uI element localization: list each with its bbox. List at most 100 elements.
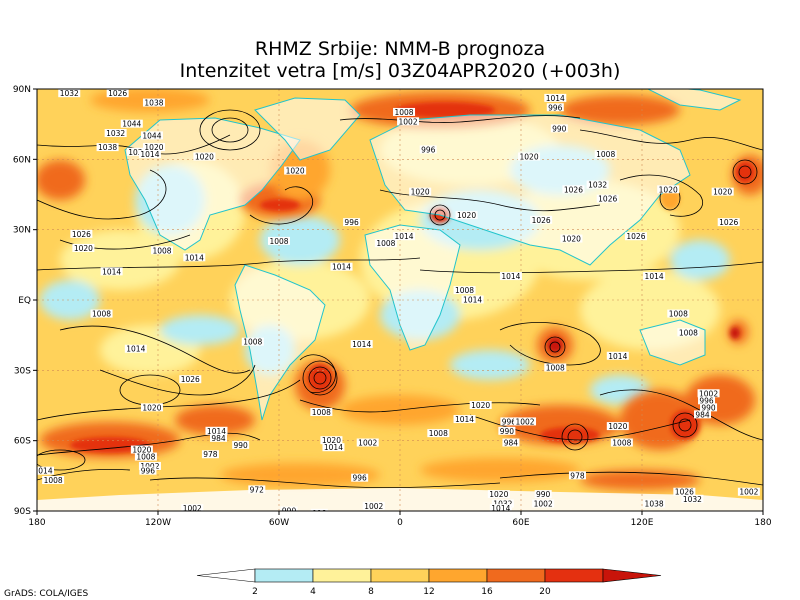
isobar-label-bg	[142, 143, 165, 152]
isobar-label-bg	[104, 129, 127, 138]
chart-subtitle: Intenzitet vetra [m/s] 03Z04APR2020 (+00…	[179, 60, 621, 82]
lat-tick-label: 90N	[13, 85, 31, 95]
isobar-label-bg	[205, 426, 228, 435]
isobar-label: 984	[211, 434, 226, 443]
isobar-label: 1008	[669, 310, 688, 319]
isobar-label: 1020	[489, 490, 508, 499]
isobar-label: 1026	[675, 488, 694, 497]
isobar-label-bg	[657, 185, 680, 194]
isobar-label-bg	[201, 450, 219, 459]
chart-title: RHMZ Srbije: NMM-B prognoza	[254, 38, 546, 60]
isobar-label-bg	[140, 131, 163, 140]
isobar-label: 1020	[562, 235, 581, 244]
isobar-label-bg	[362, 501, 385, 510]
isobar-label: 990	[536, 490, 551, 499]
isobar-label-bg	[544, 363, 567, 372]
isobar-label: 1020	[144, 143, 163, 152]
colorbar: 2 4 8 12 16 20	[196, 568, 662, 597]
isobar-label-bg	[546, 103, 564, 112]
isobar-label: 1038	[409, 537, 428, 546]
isobar-label: 1008	[243, 338, 262, 347]
isobar-label: 1002	[358, 439, 377, 448]
isobar-label: 1020	[520, 152, 539, 161]
isobar-label-bg	[643, 272, 666, 281]
isobar-label-bg	[530, 215, 553, 224]
isobar-label: 1008	[44, 476, 63, 485]
isobar-label-bg	[268, 236, 290, 245]
isobar-label: 1020	[322, 436, 341, 445]
isobar-label: 1038	[645, 499, 664, 508]
isobar-label: 1020	[411, 188, 430, 197]
pressure-centers	[37, 109, 758, 471]
isobar-label: 1026	[719, 218, 738, 227]
isobar-label: 1026	[598, 195, 617, 204]
lat-tick-label: 90S	[14, 507, 31, 517]
isobar-label-bg	[248, 485, 266, 494]
lon-tick-label: 180	[28, 518, 45, 528]
isobar-label: 1008	[136, 453, 155, 462]
colorbar-segment	[486, 568, 546, 583]
isobar-label: 1014	[501, 272, 520, 281]
isobar-label-bg	[610, 438, 633, 447]
isobar-label-bg	[322, 443, 345, 452]
isobar-label-bg	[606, 351, 629, 360]
isobar-label-bg	[42, 476, 65, 485]
isobar-label-bg	[232, 440, 250, 449]
isobar-label: 978	[203, 450, 218, 459]
lat-tick-label: 60S	[14, 437, 31, 447]
isobars	[37, 115, 763, 489]
isobar-label-bg	[139, 466, 157, 475]
isobar-label-bg	[461, 295, 484, 304]
isobar-label: 1032	[683, 495, 702, 504]
isobar-label: 1032	[493, 499, 512, 508]
isobar-label: 1020	[286, 167, 305, 176]
isobar-label-bg	[409, 187, 432, 196]
isobar-label-bg	[179, 375, 202, 384]
isobar-label-bg	[694, 410, 711, 419]
lat-tick-label: 60N	[13, 155, 31, 165]
isobar-label: 1014	[207, 427, 226, 436]
isobar-label-bg	[70, 229, 93, 238]
isobar-label-bg	[330, 262, 353, 271]
colorbar-max-arrow	[602, 568, 662, 583]
isobar-label-bg	[130, 445, 153, 454]
isobar-label-bg	[183, 253, 206, 262]
isobar-label-bg	[138, 461, 161, 470]
isobar-label: 1008	[269, 237, 288, 246]
isobar-label: 1008	[596, 150, 615, 159]
isobar-label: 978	[570, 471, 585, 480]
isobar-label-bg	[96, 143, 119, 152]
isobar-label: 990	[282, 507, 297, 516]
lon-tick-label: 60E	[512, 518, 529, 528]
isobar-label-bg	[212, 537, 234, 545]
isobar-label-bg	[90, 309, 113, 318]
isobar-label: 984	[504, 439, 519, 448]
isobar-label-bg	[106, 89, 129, 98]
isobar-label: 1020	[245, 530, 264, 539]
isobar-label-bg	[596, 194, 619, 203]
isobar-label-bg	[374, 239, 397, 248]
isobar-label: 1032	[106, 129, 125, 138]
colorbar-tick-label: 2	[252, 587, 258, 597]
isobar-label: 1020	[195, 152, 214, 161]
lon-tick-label: 60W	[269, 518, 289, 528]
isobar-label-bg	[100, 267, 123, 276]
lat-tick-label: 30S	[14, 366, 31, 376]
isobar-label: 1002	[399, 117, 418, 126]
isobar-label: 996	[353, 474, 368, 483]
isobar-label: 1008	[152, 246, 171, 255]
colorbar-segment	[544, 568, 604, 583]
isobar-label: 1026	[564, 185, 583, 194]
isobar-label-bg	[606, 422, 629, 431]
isobar-label-bg	[568, 471, 586, 480]
isobar-label-bg	[210, 433, 227, 442]
colorbar-tick-label: 20	[539, 587, 551, 597]
isobar-label-bg	[142, 98, 165, 107]
isobar-label-bg	[419, 145, 437, 154]
isobar-label: 1032	[588, 181, 607, 190]
isobar-label: 1020	[713, 188, 732, 197]
colorbar-tick-label: 12	[423, 587, 434, 597]
isobar-label-bg	[124, 344, 147, 353]
